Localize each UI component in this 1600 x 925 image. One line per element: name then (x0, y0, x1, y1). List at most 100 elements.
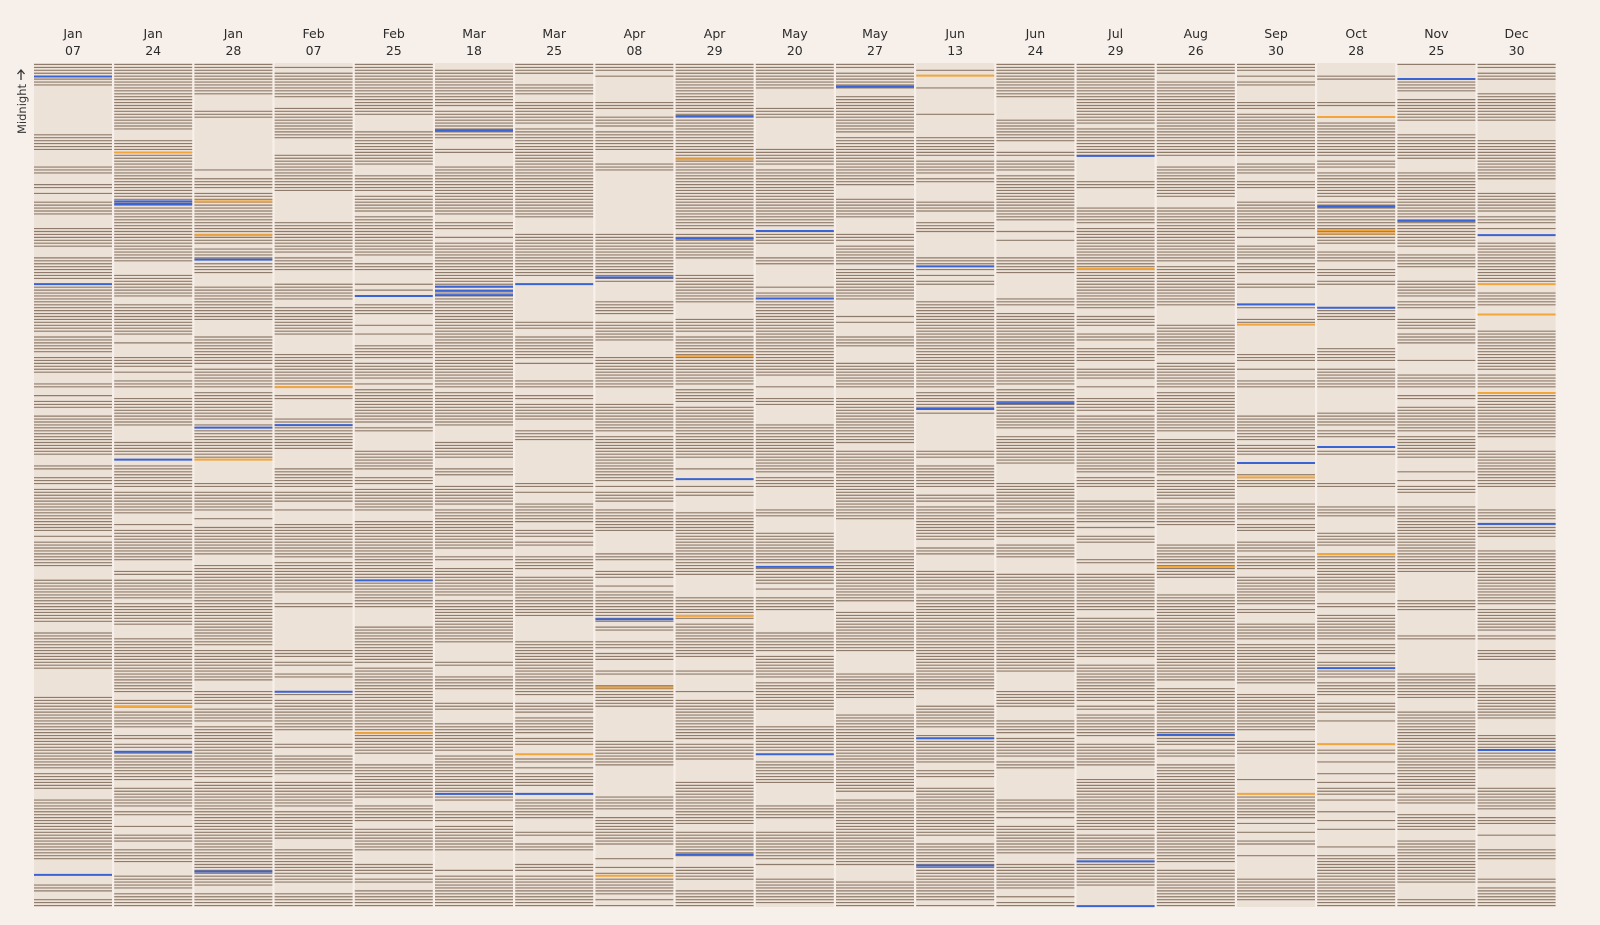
day-column (916, 63, 995, 907)
column-background (755, 63, 834, 907)
day-column (274, 63, 353, 907)
column-background (194, 63, 273, 907)
column-background (1076, 63, 1155, 907)
column-label-day: 30 (1509, 43, 1525, 58)
column-label-month: Jan (223, 26, 243, 41)
column-label-day: 25 (386, 43, 402, 58)
column-background (34, 63, 112, 907)
day-column (836, 63, 914, 907)
activity-lines (515, 63, 594, 907)
activity-lines (755, 63, 834, 904)
column-label-month: Mar (542, 26, 566, 41)
column-label-day: 26 (1188, 43, 1204, 58)
day-column (354, 63, 433, 907)
column-label-month: Feb (383, 26, 405, 41)
day-column (194, 63, 273, 907)
column-background (1317, 63, 1396, 907)
column-label-month: Dec (1504, 26, 1528, 41)
column-background (1156, 63, 1235, 907)
column-background (916, 63, 995, 907)
column-background (114, 63, 193, 907)
activity-lines (1477, 63, 1556, 907)
day-column (114, 63, 193, 907)
arrow-up-icon (17, 69, 25, 80)
column-background (996, 63, 1075, 907)
activity-lines (1076, 63, 1155, 886)
activity-lines (34, 63, 112, 907)
day-column (755, 63, 834, 907)
activity-lines (194, 63, 273, 907)
axis-note: Midnight (15, 69, 29, 134)
column-label-day: 27 (867, 43, 883, 58)
column-label-month: May (862, 26, 888, 41)
column-label-month: Oct (1345, 26, 1367, 41)
column-label-month: Mar (462, 26, 486, 41)
day-column (515, 63, 594, 907)
day-column (996, 63, 1075, 907)
column-label-day: 28 (1348, 43, 1364, 58)
column-background (515, 63, 594, 907)
column-label-month: Jun (1025, 26, 1046, 41)
day-column (1477, 63, 1556, 907)
column-background (675, 63, 754, 907)
activity-lines (1397, 63, 1476, 907)
column-label-day: 24 (145, 43, 161, 58)
column-background (354, 63, 433, 907)
column-background (435, 63, 513, 907)
activity-lines (114, 63, 193, 907)
column-label-day: 18 (466, 43, 482, 58)
activity-lines (274, 66, 353, 907)
activity-lines (996, 63, 1075, 907)
column-background (595, 63, 674, 907)
column-label-day: 13 (947, 43, 963, 58)
column-label-month: Jan (143, 26, 163, 41)
activity-lines (1156, 63, 1235, 907)
activity-lines (836, 63, 914, 907)
activity-lines (435, 69, 513, 907)
activity-lines (675, 63, 754, 907)
day-column (1237, 63, 1315, 907)
columns (34, 63, 1556, 908)
column-label-day: 07 (306, 43, 322, 58)
day-column (595, 63, 674, 907)
day-column (1317, 63, 1396, 907)
column-label-month: Sep (1264, 26, 1288, 41)
column-label-day: 25 (546, 43, 562, 58)
day-column (1397, 63, 1476, 907)
column-background (836, 63, 914, 907)
column-label-month: May (782, 26, 808, 41)
day-column (1076, 63, 1155, 908)
column-label-month: Jul (1107, 26, 1123, 41)
column-label-day: 25 (1428, 43, 1444, 58)
column-labels: Jan 07 Jan 24 Jan 28 Feb 07 Feb 25 Mar 18 Mar 25 Apr 08… (62, 26, 1528, 58)
column-label-month: Aug (1184, 26, 1208, 41)
column-label-month: Apr (704, 26, 726, 41)
column-label-day: 07 (65, 43, 81, 58)
day-column (1156, 63, 1235, 907)
column-label-day: 29 (707, 43, 723, 58)
midnight-axis-label: Midnight (15, 84, 29, 134)
column-label-day: 24 (1027, 43, 1043, 58)
column-label-day: 08 (626, 43, 642, 58)
activity-lines (354, 63, 433, 907)
column-label-month: Apr (624, 26, 646, 41)
activity-lines (1317, 75, 1396, 907)
column-background (1397, 63, 1476, 907)
day-column (34, 63, 112, 907)
day-column (675, 63, 754, 907)
column-label-month: Nov (1424, 26, 1449, 41)
column-label-day: 29 (1108, 43, 1124, 58)
column-label-month: Jan (62, 26, 82, 41)
activity-lines (1237, 63, 1315, 901)
activity-lines (916, 69, 995, 907)
column-label-day: 30 (1268, 43, 1284, 58)
column-label-day: 28 (225, 43, 241, 58)
column-background (274, 63, 353, 907)
day-column (435, 63, 513, 907)
column-label-day: 20 (787, 43, 803, 58)
column-background (1477, 63, 1556, 907)
column-label-month: Feb (303, 26, 325, 41)
column-background (1237, 63, 1315, 907)
